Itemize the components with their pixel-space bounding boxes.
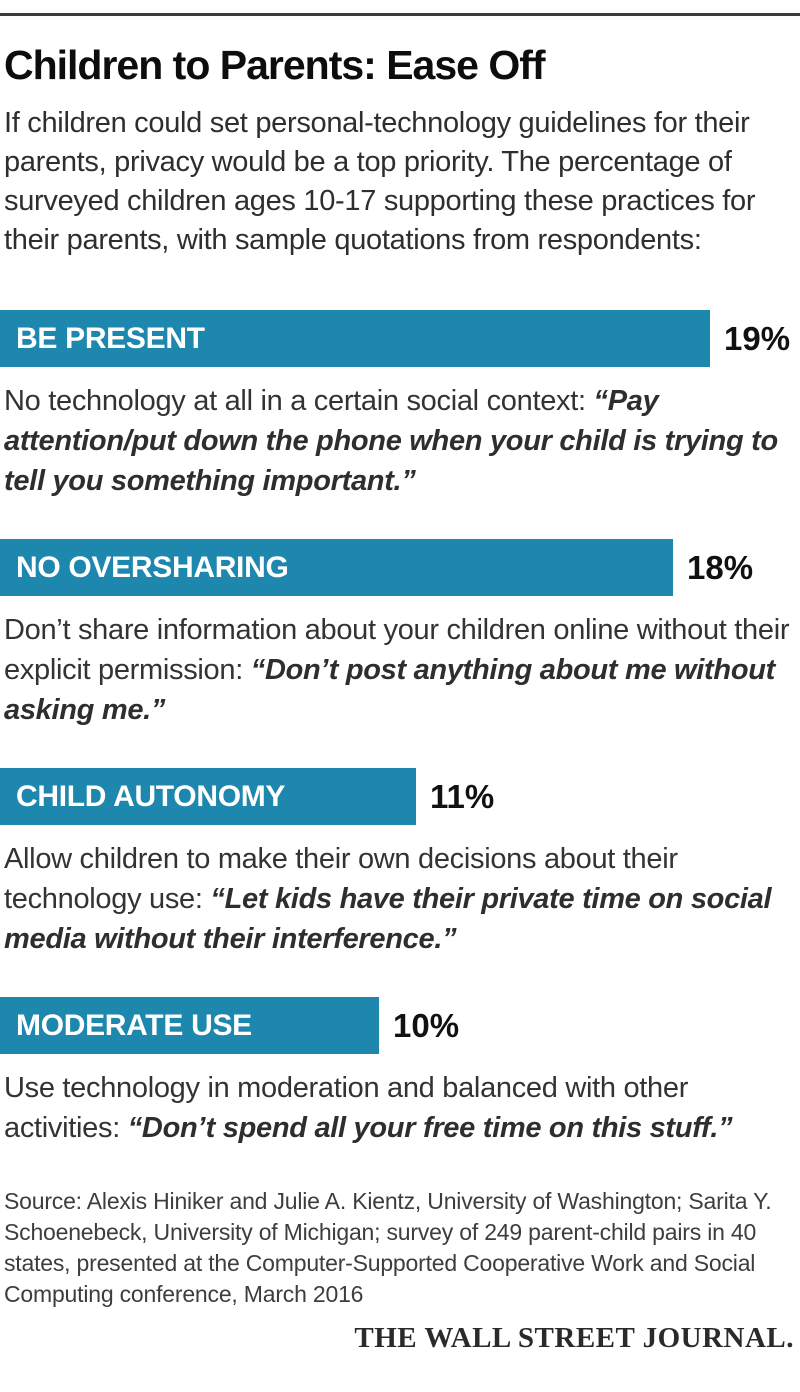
section-description: Don’t share information about your child… bbox=[4, 610, 790, 730]
intro-paragraph: If children could set personal-technolog… bbox=[4, 107, 756, 256]
description-text: Allow children to make their own decisio… bbox=[4, 843, 678, 915]
description-text: Don’t share information about your child… bbox=[4, 614, 790, 686]
bar-row: MODERATE USE 10% bbox=[0, 997, 800, 1054]
respondent-quote: “Pay attention/put down the phone when y… bbox=[4, 385, 778, 497]
section-description: Allow children to make their own decisio… bbox=[4, 839, 790, 959]
bar-chart: BE PRESENT 19% No technology at all in a… bbox=[0, 310, 800, 1148]
respondent-quote: “Don’t spend all your free time on this … bbox=[127, 1112, 733, 1144]
description-text: No technology at all in a certain social… bbox=[4, 385, 586, 417]
bar-value-label: 11% bbox=[430, 777, 495, 815]
respondent-quote: “Let kids have their private time on soc… bbox=[4, 883, 772, 955]
bar-row: CHILD AUTONOMY 11% bbox=[0, 768, 800, 825]
bar-value-label: 18% bbox=[687, 548, 754, 586]
bar-be-present: BE PRESENT bbox=[0, 310, 710, 367]
chart-section-child-autonomy: CHILD AUTONOMY 11% Allow children to mak… bbox=[0, 768, 800, 959]
section-description: No technology at all in a certain social… bbox=[4, 381, 790, 501]
infographic-page: Children to Parents: Ease Off If childre… bbox=[0, 13, 800, 1355]
bar-category-label: NO OVERSHARING bbox=[16, 550, 289, 584]
bar-no-oversharing: NO OVERSHARING bbox=[0, 539, 673, 596]
footer: Source: Alexis Hiniker and Julie A. Kien… bbox=[0, 1186, 800, 1355]
description-text: Use technology in moderation and balance… bbox=[4, 1072, 689, 1144]
wsj-logotype: THE WALL STREET JOURNAL. bbox=[354, 1322, 794, 1354]
chart-section-be-present: BE PRESENT 19% No technology at all in a… bbox=[0, 310, 800, 501]
bar-value-label: 19% bbox=[724, 319, 791, 357]
chart-section-moderate-use: MODERATE USE 10% Use technology in moder… bbox=[0, 997, 800, 1148]
page-title: Children to Parents: Ease Off bbox=[4, 42, 546, 88]
bar-value-label: 10% bbox=[393, 1006, 460, 1044]
section-description: Use technology in moderation and balance… bbox=[4, 1068, 790, 1148]
bar-category-label: MODERATE USE bbox=[16, 1008, 252, 1042]
respondent-quote: “Don’t post anything about me without as… bbox=[4, 654, 776, 726]
bar-category-label: BE PRESENT bbox=[16, 321, 205, 355]
bar-row: BE PRESENT 19% bbox=[0, 310, 800, 367]
top-rule bbox=[0, 13, 800, 16]
source-note: Source: Alexis Hiniker and Julie A. Kien… bbox=[4, 1188, 772, 1307]
chart-section-no-oversharing: NO OVERSHARING 18% Don’t share informati… bbox=[0, 539, 800, 730]
bar-row: NO OVERSHARING 18% bbox=[0, 539, 800, 596]
bar-category-label: CHILD AUTONOMY bbox=[16, 779, 286, 813]
bar-moderate-use: MODERATE USE bbox=[0, 997, 379, 1054]
bar-child-autonomy: CHILD AUTONOMY bbox=[0, 768, 416, 825]
